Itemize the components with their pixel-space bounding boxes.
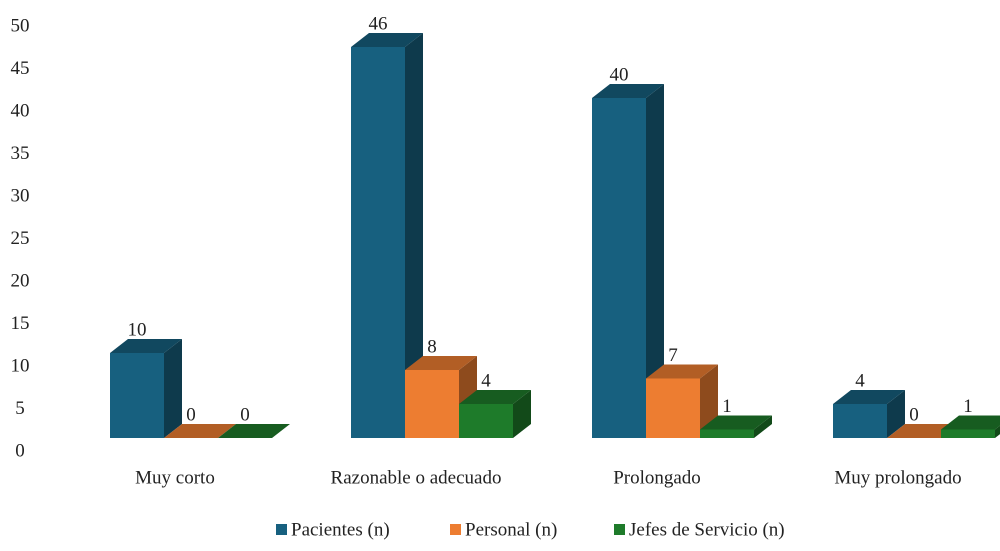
bar-face [941, 415, 1000, 430]
x-tick-label: Prolongado [613, 467, 701, 488]
data-label: 40 [610, 64, 629, 85]
y-tick-label: 50 [11, 15, 30, 36]
bar-face [833, 404, 887, 438]
data-label: 8 [427, 336, 437, 357]
bar-face [351, 33, 423, 47]
bar-face [833, 390, 905, 404]
bar [164, 424, 236, 438]
data-label: 10 [128, 319, 147, 340]
bar-face [995, 425, 1000, 438]
bar [218, 424, 290, 438]
y-tick-label: 15 [11, 313, 30, 334]
bar [592, 84, 664, 438]
bar-face [110, 353, 164, 438]
bar-face [592, 98, 646, 438]
y-tick-label: 0 [15, 440, 25, 461]
legend-swatch [614, 524, 625, 535]
data-label: 1 [963, 396, 973, 417]
bar-face [700, 429, 754, 438]
bar-face [459, 390, 531, 404]
y-tick-label: 10 [11, 355, 30, 376]
bar [459, 390, 531, 438]
bar [700, 415, 772, 438]
bar-face [218, 424, 290, 438]
data-label: 0 [909, 404, 919, 425]
bar [110, 339, 182, 438]
bar-face [700, 415, 772, 430]
bar-face [646, 364, 718, 379]
legend-label: Personal (n) [465, 519, 557, 540]
bar-face [351, 47, 405, 438]
bar [941, 415, 1000, 438]
bar-face [592, 84, 664, 98]
y-tick-label: 45 [11, 58, 30, 79]
data-label: 46 [369, 13, 388, 34]
data-label: 4 [855, 370, 865, 391]
legend-swatch [276, 524, 287, 535]
y-tick-label: 30 [11, 185, 30, 206]
legend-swatch [450, 524, 461, 535]
bar-face [646, 84, 664, 438]
y-tick-label: 40 [11, 100, 30, 121]
data-label: 7 [668, 345, 678, 366]
bar-face [754, 415, 772, 438]
bar-face [405, 370, 459, 438]
y-tick-label: 5 [15, 398, 25, 419]
bar-face [405, 356, 477, 370]
data-label: 4 [481, 370, 491, 391]
bar-face [459, 404, 513, 438]
bar [833, 390, 905, 438]
y-tick-label: 25 [11, 228, 30, 249]
legend-label: Jefes de Servicio (n) [629, 519, 785, 540]
bar-face [405, 33, 423, 438]
bar-face [164, 424, 236, 438]
bar [351, 33, 423, 438]
y-tick-label: 35 [11, 143, 30, 164]
x-tick-label: Razonable o adecuado [331, 467, 502, 488]
bar-face [110, 339, 182, 353]
y-tick-label: 20 [11, 270, 30, 291]
bar-face [941, 429, 995, 438]
bar-face [646, 378, 700, 438]
bar-face [513, 390, 531, 438]
data-label: 1 [722, 396, 732, 417]
bar-face [887, 390, 905, 438]
bar-face [164, 339, 182, 438]
x-tick-label: Muy prolongado [834, 467, 961, 488]
data-label: 0 [240, 404, 250, 425]
legend-label: Pacientes (n) [291, 519, 390, 540]
x-tick-label: Muy corto [135, 467, 215, 488]
data-label: 0 [186, 404, 196, 425]
